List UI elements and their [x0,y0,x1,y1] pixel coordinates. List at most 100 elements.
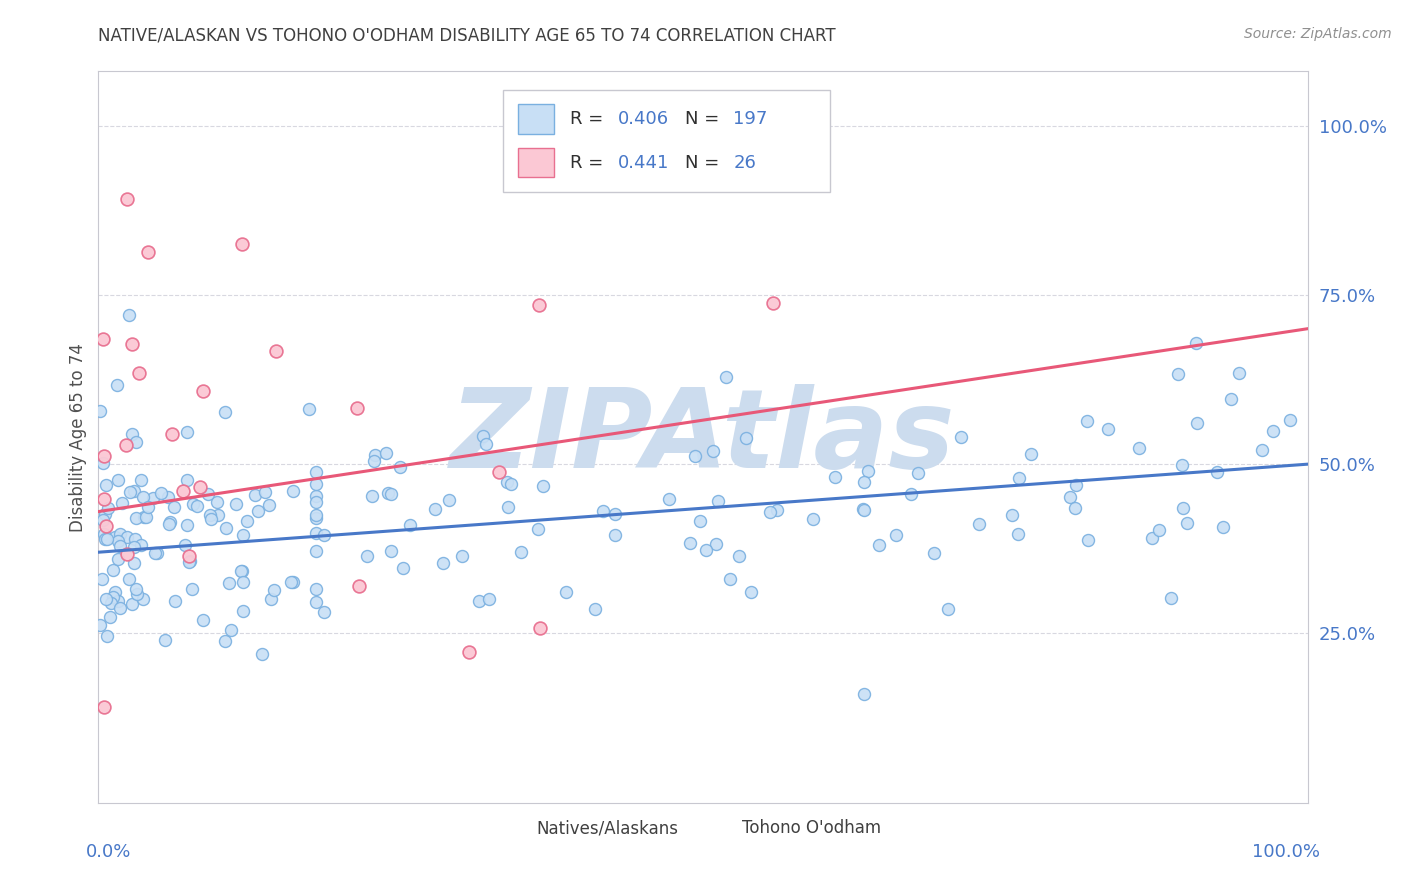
Point [128,366,150,380]
Point [949,430,972,444]
Point [312,527,335,541]
Point [232,527,254,541]
Point [1251,443,1274,458]
Point [1185,416,1208,430]
Point [143,545,166,559]
Bar [517,104,554,134]
Point [181,497,204,511]
Point [146,546,169,560]
Text: 100.0%: 100.0% [1251,843,1320,861]
Point [305,511,328,525]
Point [1185,335,1208,350]
Point [120,484,142,499]
Point [157,490,180,504]
Point [451,549,474,563]
Point [122,556,145,570]
Point [1227,366,1250,380]
Point [967,517,990,532]
Point [388,460,411,475]
Point [298,402,321,417]
Point [531,479,554,493]
Point [91,456,114,470]
Point [115,438,138,452]
Text: Natives/Alaskans: Natives/Alaskans [536,820,678,838]
Point [177,555,200,569]
Point [727,549,749,563]
Point [96,628,118,642]
Point [118,572,141,586]
Point [499,477,522,491]
Point [1076,533,1098,547]
Point [176,473,198,487]
Point [592,504,614,518]
Point [153,632,176,647]
Point [94,591,117,606]
Point [121,597,143,611]
Point [392,561,415,575]
Point [498,500,520,515]
Point [105,378,128,392]
Point [1149,523,1171,537]
Point [605,528,627,542]
Point [260,592,283,607]
Point [176,517,198,532]
Point [377,485,399,500]
Point [886,528,908,542]
Point [283,483,305,498]
Point [1097,422,1119,436]
Point [107,534,129,549]
Point [94,507,117,521]
Point [425,502,447,516]
Point [704,537,727,551]
Point [907,466,929,480]
Point [94,532,117,546]
Point [1008,471,1031,485]
Point [801,512,824,526]
Bar [703,817,734,839]
Point [689,514,711,528]
Point [136,245,159,260]
Point [214,405,236,419]
Point [527,523,550,537]
Point [232,574,254,589]
Point [176,425,198,439]
Text: ZIPAtlas: ZIPAtlas [450,384,956,491]
Point [467,594,489,608]
Point [247,504,270,518]
Point [200,512,222,526]
Point [188,480,211,494]
Point [1160,591,1182,605]
Point [706,494,728,508]
Text: 0.406: 0.406 [619,110,669,128]
Point [509,545,531,559]
Point [853,502,876,516]
Point [305,594,328,608]
Point [121,427,143,442]
Point [437,492,460,507]
Point [380,486,402,500]
Text: 197: 197 [734,110,768,128]
Point [118,308,141,322]
Point [1279,413,1302,427]
Text: Source: ZipAtlas.com: Source: ZipAtlas.com [1244,27,1392,41]
Point [1059,490,1081,504]
Point [766,503,789,517]
Point [1175,516,1198,530]
Point [555,585,578,599]
Point [214,634,236,648]
Point [1205,465,1227,479]
Point [495,475,517,490]
Point [107,551,129,566]
Point [117,530,139,544]
Text: N =: N = [685,153,725,172]
Point [215,521,238,535]
Point [529,298,551,312]
Point [115,547,138,561]
Point [1076,414,1098,428]
Point [824,470,846,484]
Point [938,602,960,616]
Bar [517,148,554,178]
Point [658,492,681,507]
Point [142,491,165,505]
Point [191,384,214,399]
